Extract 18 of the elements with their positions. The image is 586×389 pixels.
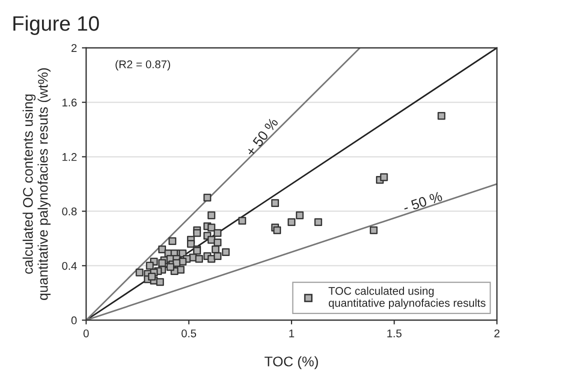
y-tick-label: 2 (71, 44, 77, 52)
x-tick-label: 0 (83, 329, 89, 338)
x-tick-label: 1 (289, 330, 294, 338)
y-tick-label: 0 (71, 316, 77, 324)
legend-label: TOC calculated using quantitative palynofacies results (328, 286, 486, 310)
x-tick-label: 2 (494, 329, 500, 338)
y-tick-label: 1.2 (62, 153, 77, 161)
x-tick-label: 0.5 (182, 329, 196, 338)
x-axis-title: TOC (%) (264, 356, 318, 370)
chart-title: Figure 10 (13, 16, 99, 35)
y-tick-label: 0.8 (62, 207, 77, 216)
annotation: (R2 = 0.87) (116, 60, 170, 70)
y-tick-label: 0.4 (62, 262, 77, 270)
x-tick-label: 1.5 (387, 330, 402, 338)
annotation: + 50 % (245, 117, 279, 157)
y-axis-title: calculated OC contents using quantitative palynofacies resuts (wt%) (22, 68, 51, 300)
y-tick-label: 1.6 (62, 98, 77, 106)
annotation: - 50 % (402, 191, 443, 213)
